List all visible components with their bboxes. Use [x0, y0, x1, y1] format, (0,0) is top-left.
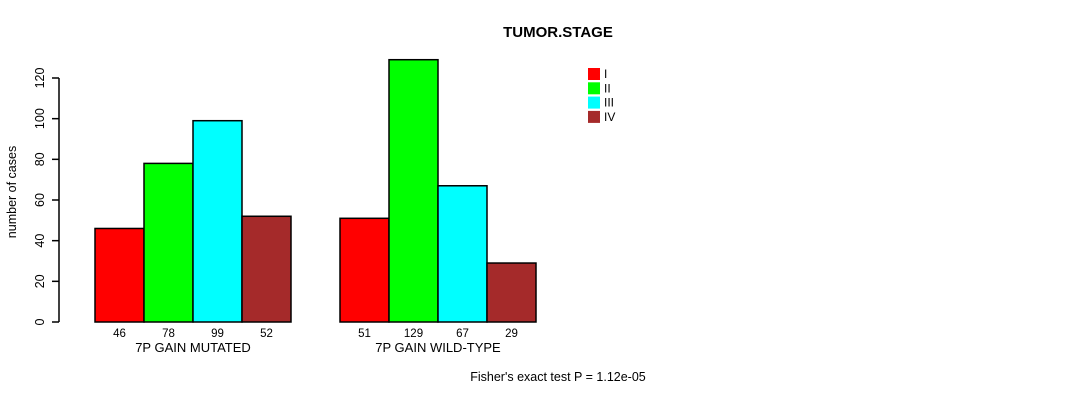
bar-value-label: 52	[260, 328, 273, 340]
bar-value-label: 46	[113, 328, 126, 340]
bar-IV-wildtype	[486, 262, 537, 323]
y-axis-label: number of cases	[5, 146, 19, 238]
bar-value-label: 29	[505, 328, 518, 340]
bar-II-wildtype	[388, 58, 439, 323]
y-tick-label: 60	[33, 193, 47, 207]
bar-value-label: 78	[162, 328, 175, 340]
legend-label-II: II	[604, 81, 611, 95]
bar-value-label: 67	[456, 328, 469, 340]
bar-II-mutated	[143, 162, 194, 323]
legend-swatch-I	[588, 68, 600, 80]
bar-III-wildtype	[437, 185, 488, 323]
legend-label-I: I	[604, 67, 607, 81]
legend-label-IV: IV	[604, 110, 615, 124]
group-label: 7P GAIN MUTATED	[135, 340, 251, 355]
y-tick-label: 120	[33, 68, 47, 89]
bar-IV-mutated	[241, 215, 292, 323]
y-tick-label: 40	[33, 234, 47, 248]
y-tick-label: 20	[33, 274, 47, 288]
chart-title: TUMOR.STAGE	[503, 24, 613, 41]
fisher-test-annotation: Fisher's exact test P = 1.12e-05	[470, 370, 646, 384]
plot-area: 0 20 40 60 80 100 120 46 78 99 52 7P GAIN MUTATED 51…	[33, 58, 537, 355]
bar-III-mutated	[192, 119, 243, 323]
legend-label-III: III	[604, 96, 614, 110]
y-tick-label: 0	[33, 318, 47, 325]
legend-swatch-III	[588, 96, 600, 109]
bar-value-label: 51	[358, 328, 371, 340]
legend-swatch-IV	[588, 110, 600, 123]
bar-I-mutated	[94, 227, 145, 323]
bar-value-label: 129	[404, 328, 423, 340]
bar-value-label: 99	[211, 328, 224, 340]
y-tick-label: 80	[33, 152, 47, 166]
y-tick-label: 100	[33, 108, 47, 129]
group-label: 7P GAIN WILD-TYPE	[375, 340, 501, 355]
bar-I-wildtype	[339, 217, 390, 323]
legend-swatch-II	[588, 82, 600, 95]
